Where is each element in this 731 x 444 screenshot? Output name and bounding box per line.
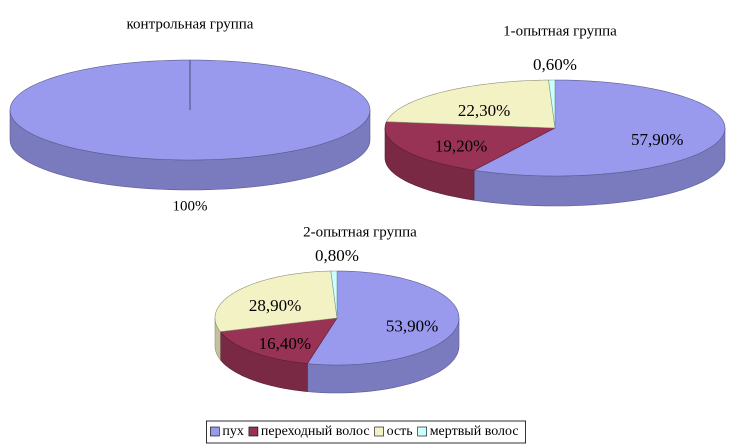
chart-title: контрольная группа (127, 16, 254, 32)
data-label: 57,90% (631, 130, 683, 149)
pie-top (386, 79, 556, 129)
pie-slice (214, 270, 338, 361)
legend-label: переходный волос (261, 424, 370, 439)
legend-swatch (248, 426, 259, 437)
pie-slice (9, 59, 371, 191)
data-label: 16,40% (259, 334, 311, 353)
pie-slice (330, 270, 338, 319)
chart-title: 2-опытная группа (303, 224, 417, 240)
pie-slice (473, 79, 726, 207)
chart-title: 1-опытная группа (503, 23, 617, 39)
pie-slice (386, 79, 556, 129)
pie-top (219, 317, 338, 364)
legend-label: ость (387, 424, 413, 439)
legend-box (206, 420, 526, 444)
legend-swatch (417, 426, 427, 437)
pie-top (330, 270, 338, 319)
pie-top (548, 79, 556, 129)
data-label: 0,80% (315, 246, 359, 265)
pie-top (384, 121, 557, 171)
data-label: 0,60% (533, 55, 577, 74)
data-label: 100% (173, 198, 208, 214)
pie-slice (548, 79, 556, 129)
pie-slice (384, 121, 557, 201)
legend-swatch (210, 426, 220, 437)
pie-slice (306, 270, 460, 394)
pie-top (473, 79, 726, 177)
data-label: 22,30% (458, 101, 510, 120)
data-label: 53,90% (386, 316, 438, 335)
data-label: 28,90% (249, 296, 301, 315)
pie-top (214, 270, 338, 332)
pie-top (306, 270, 460, 366)
data-label: 19,20% (435, 136, 487, 155)
legend-label: пух (222, 424, 244, 439)
legend-label: мертвый волос (430, 424, 519, 439)
legend-swatch (374, 426, 384, 437)
